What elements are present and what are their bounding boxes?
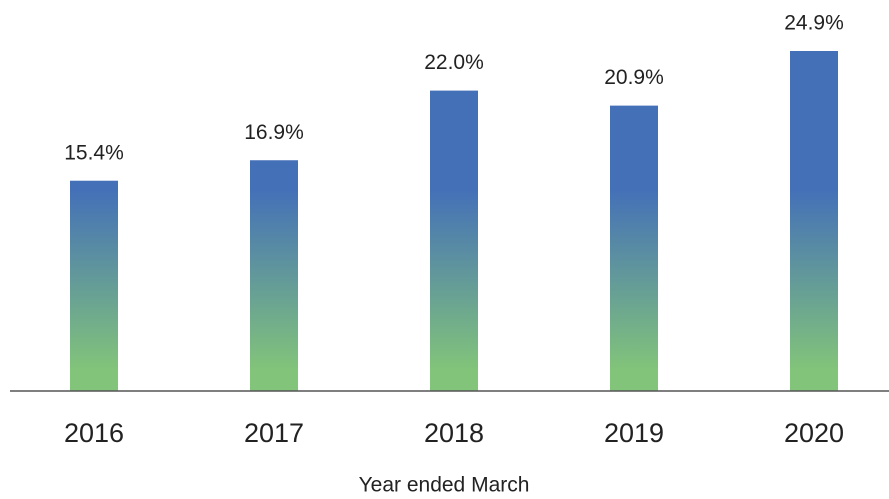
x-tick-label: 2017: [244, 418, 304, 448]
value-label: 22.0%: [424, 51, 484, 74]
value-label: 20.9%: [604, 66, 664, 89]
x-tick-label: 2020: [784, 418, 844, 448]
x-tick-label: 2016: [64, 418, 124, 448]
bar: [790, 51, 838, 391]
x-tick-label: 2018: [424, 418, 484, 448]
value-label: 24.9%: [784, 12, 844, 35]
x-tick-label: 2019: [604, 418, 664, 448]
bar: [250, 160, 298, 391]
value-label: 16.9%: [244, 121, 304, 144]
bar: [610, 105, 658, 392]
bar: [70, 180, 118, 391]
x-axis-title: Year ended March: [359, 474, 530, 497]
value-label: 15.4%: [64, 141, 124, 164]
bar: [430, 90, 478, 392]
